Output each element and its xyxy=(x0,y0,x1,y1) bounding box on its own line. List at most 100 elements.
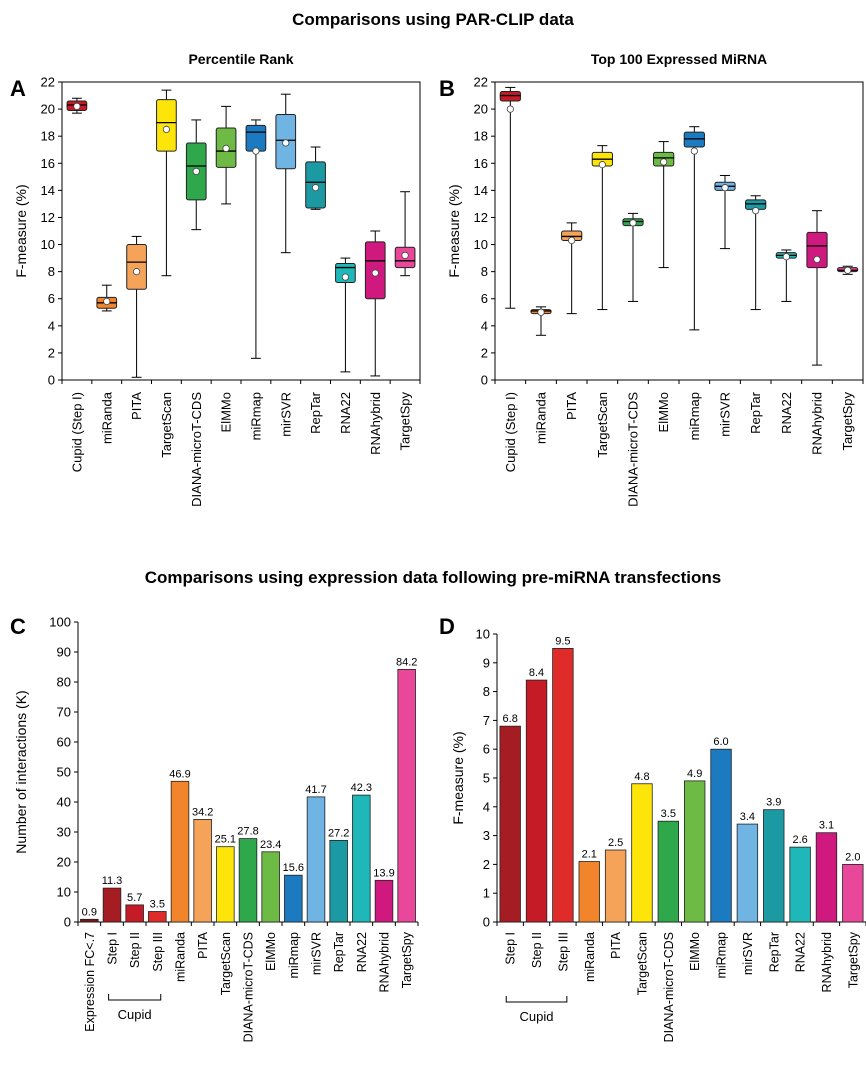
y-tick-label: 8 xyxy=(483,684,490,699)
y-tick-label: 6 xyxy=(483,742,490,757)
y-tick-label: 50 xyxy=(57,765,71,780)
panel-c-bar-chart: C Number of interactions (K) 0 10 20 30 40 50 60… xyxy=(10,614,419,1042)
category-label: TargetSpy xyxy=(400,931,414,988)
category-label: Step I xyxy=(504,932,518,965)
category-label: Cupid (Step I) xyxy=(69,392,84,472)
category-label: TargetScan xyxy=(595,392,610,458)
y-axis-label: F-measure (%) xyxy=(446,184,462,277)
y-tick-label: 40 xyxy=(57,795,71,810)
bar xyxy=(552,648,574,923)
y-tick-label: 100 xyxy=(49,615,71,630)
y-tick-label: 6 xyxy=(48,291,55,306)
y-tick-label: 10 xyxy=(474,237,488,252)
category-label: miRmap xyxy=(248,392,263,440)
bar-value-label: 3.1 xyxy=(819,820,834,832)
box-iqr xyxy=(335,263,356,283)
bar xyxy=(683,780,706,923)
box-mean-point xyxy=(568,236,576,245)
bar xyxy=(789,846,811,923)
y-tick-label: 10 xyxy=(476,627,490,642)
y-tick-label: 5 xyxy=(483,771,490,786)
y-tick-label: 4 xyxy=(48,318,55,333)
y-tick-label: 1 xyxy=(483,886,490,901)
bar-value-label: 27.8 xyxy=(237,826,258,838)
group-label: Cupid xyxy=(520,1009,554,1024)
bar-value-label: 5.7 xyxy=(127,892,142,904)
bar xyxy=(657,820,680,923)
category-label: miRanda xyxy=(583,932,597,982)
category-label: RNAhybrid xyxy=(810,392,825,455)
category-label: Step III xyxy=(151,932,165,972)
category-label: RepTar xyxy=(767,932,781,972)
bar xyxy=(306,796,326,923)
box-mean-point xyxy=(282,139,290,147)
box-iqr xyxy=(156,99,177,152)
panel-b-box-chart: B Top 100 Expressed MiRNA F-measure (%) 0 2 4… xyxy=(439,51,864,507)
bar xyxy=(631,783,653,923)
box-mean-point xyxy=(660,158,668,166)
box-mean-point xyxy=(162,125,171,134)
bar xyxy=(763,809,785,923)
box-iqr xyxy=(126,244,147,290)
y-tick-label: 0 xyxy=(483,915,490,930)
bar-value-label: 4.9 xyxy=(687,768,702,780)
bar-value-label: 11.3 xyxy=(102,875,123,887)
box-mean-point xyxy=(192,167,200,175)
bar-value-label: 6.8 xyxy=(503,713,518,725)
box-mean-point xyxy=(752,207,760,215)
category-label: miRmap xyxy=(715,932,729,979)
bar-value-label: 84.2 xyxy=(396,656,417,668)
bar xyxy=(352,794,371,923)
category-label: mirSVR xyxy=(741,932,755,975)
bar-value-label: 41.7 xyxy=(305,784,326,796)
category-label: Step II xyxy=(530,932,544,968)
bar xyxy=(102,887,122,923)
category-label: DIANA-microT-CDS xyxy=(189,392,204,507)
panel-a-box-chart: A Percentile Rank F-measure (%) 0 2 4 6 8 10 12 14… xyxy=(10,51,421,507)
y-tick-label: 2 xyxy=(48,345,55,360)
y-tick-label: 3 xyxy=(483,828,490,843)
category-label: miRanda xyxy=(534,391,549,444)
category-label: DIANA-microT-CDS xyxy=(662,932,676,1042)
category-label: TargetScan xyxy=(635,932,649,995)
bar-value-label: 3.5 xyxy=(661,808,676,820)
category-label: PITA xyxy=(564,392,579,420)
bar xyxy=(604,849,627,923)
category-label: RepTar xyxy=(332,932,346,972)
bar-value-label: 23.4 xyxy=(260,839,281,851)
y-tick-label: 70 xyxy=(57,705,71,720)
y-tick-label: 20 xyxy=(57,855,71,870)
panel-d-bar-chart: D F-measure (%) 0 1 2 3 4 5 6 7 8 9 10 Step I Step II S… xyxy=(439,614,866,1042)
bar-value-label: 2.1 xyxy=(582,849,597,861)
category-label: mirSVR xyxy=(310,932,324,975)
category-label: RNAhybrid xyxy=(368,392,383,455)
bar-value-label: 13.9 xyxy=(373,867,394,879)
y-tick-label: 20 xyxy=(41,102,55,117)
y-tick-label: 4 xyxy=(481,318,488,333)
category-label: ElMMo xyxy=(219,392,234,432)
box-mean-point xyxy=(311,184,320,192)
y-tick-label: 16 xyxy=(41,156,55,171)
box-mean-point xyxy=(721,184,729,192)
category-label: miRmap xyxy=(687,392,702,440)
panel-letter: B xyxy=(439,76,455,101)
box-mean-point xyxy=(537,308,545,316)
box-mean-point xyxy=(629,219,637,227)
y-tick-label: 14 xyxy=(41,183,55,198)
y-tick-label: 20 xyxy=(474,102,488,117)
category-label: PITA xyxy=(196,931,210,959)
bar xyxy=(736,823,759,923)
plot-frame xyxy=(494,81,864,381)
category-label: RepTar xyxy=(748,391,763,434)
y-tick-label: 14 xyxy=(474,183,488,198)
category-label: Expression FC<.7 xyxy=(83,932,97,1032)
category-label: miRanda xyxy=(174,932,188,982)
category-label: mirSVR xyxy=(718,392,733,437)
y-tick-label: 22 xyxy=(474,75,488,90)
category-label: RNA22 xyxy=(794,932,808,972)
bar-value-label: 15.6 xyxy=(283,862,304,874)
category-label: DIANA-microT-CDS xyxy=(242,932,256,1042)
category-label: TargetSpy xyxy=(398,392,413,451)
bar-value-label: 25.1 xyxy=(215,834,236,846)
bar xyxy=(170,780,190,923)
